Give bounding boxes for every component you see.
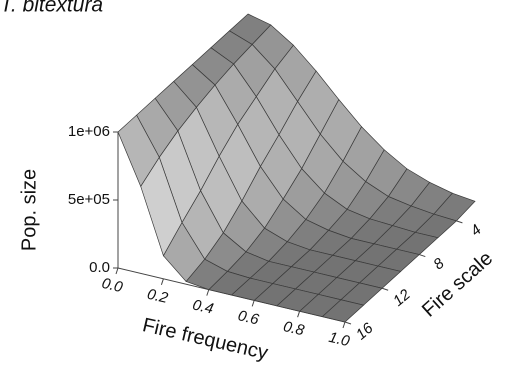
- y-axis-label: Fire scale: [418, 247, 497, 321]
- z-axis-label: Pop. size: [18, 169, 40, 251]
- y-tick: [344, 321, 352, 325]
- x-tick: [115, 267, 119, 275]
- x-tick-label: 0.6: [236, 307, 261, 328]
- z-tick-label: 5e+05: [68, 191, 110, 208]
- y-tick-label: 12: [390, 286, 414, 310]
- x-tick: [251, 300, 255, 307]
- y-tick-label: 16: [353, 319, 377, 343]
- x-tick: [297, 311, 301, 318]
- x-tick-label: 0.8: [282, 318, 307, 339]
- y-tick: [381, 287, 389, 291]
- x-tick: [160, 278, 164, 285]
- x-tick-label: 1.0: [327, 329, 352, 350]
- y-tick-label: 8: [430, 255, 448, 274]
- x-tick-label: 0.4: [191, 296, 215, 317]
- surface-cell: [117, 114, 160, 188]
- x-tick: [342, 321, 346, 329]
- x-tick: [206, 289, 210, 296]
- x-tick-label: 0.2: [145, 286, 170, 307]
- x-tick-label: 0.0: [100, 275, 125, 296]
- chart-title: T. bitextura: [0, 0, 103, 17]
- y-tick-label: 4: [467, 221, 484, 239]
- y-tick: [456, 220, 463, 224]
- y-tick: [419, 254, 426, 258]
- z-tick-label: 1e+06: [68, 123, 110, 140]
- z-tick-label: 0.0: [89, 259, 110, 276]
